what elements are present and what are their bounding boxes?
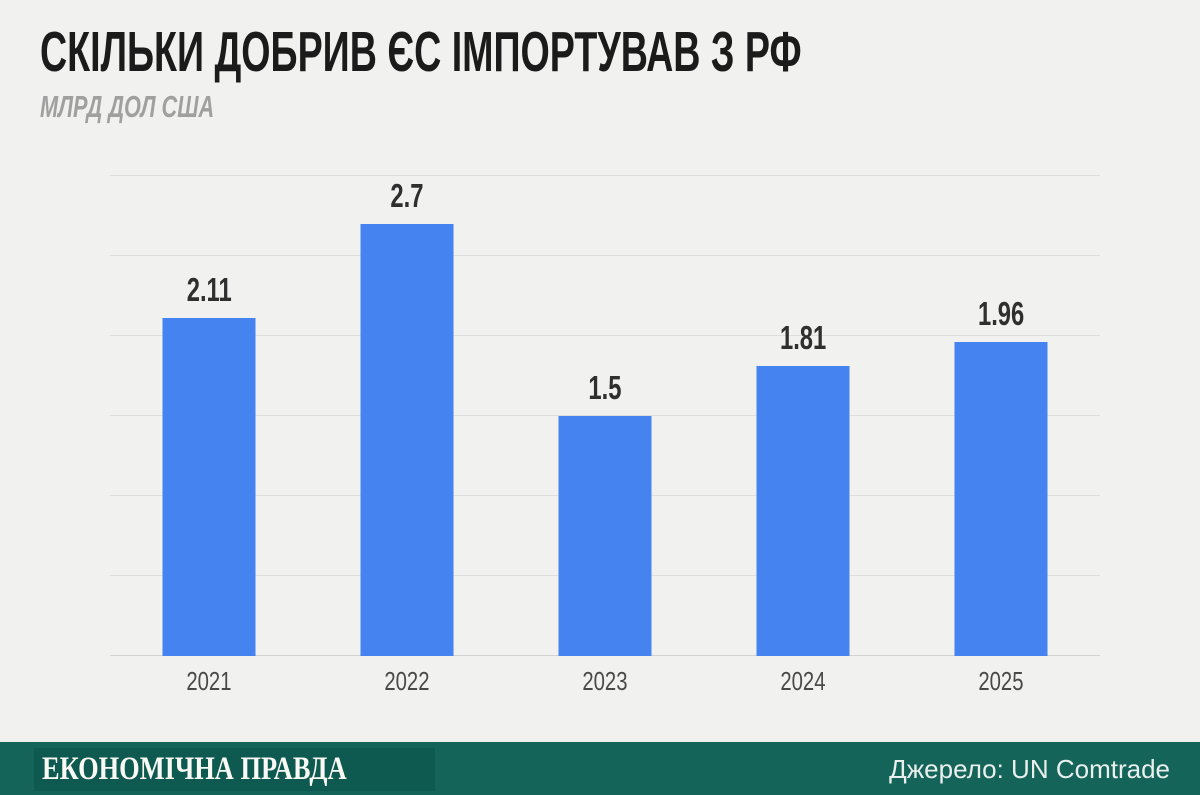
bar-value-text: 2.7	[390, 177, 424, 214]
x-axis-label-text: 2023	[582, 666, 628, 696]
bar-value-label: 1.96	[902, 297, 1100, 330]
footer-bar: ЕКОНОМІЧНА ПРАВДА Джерело: UN Comtrade	[0, 742, 1200, 795]
gridline	[110, 175, 1100, 176]
bar-value-label: 1.5	[506, 371, 704, 404]
page-title: СКІЛЬКИ ДОБРИВ ЄС ІМПОРТУВАВ З РФ	[40, 24, 1194, 81]
bar-value-label: 1.81	[704, 321, 902, 354]
bar-group: 1.96	[902, 176, 1100, 656]
chart-subtitle-text: МЛРД ДОЛ США	[40, 89, 215, 124]
bar-group: 1.81	[704, 176, 902, 656]
x-axis-label-text: 2024	[780, 666, 826, 696]
bar-group: 2.7	[308, 176, 506, 656]
x-axis-labels: 2021 2022 2023 2024 2025	[110, 668, 1100, 694]
x-axis-label: 2021	[110, 668, 308, 694]
bar-value-label: 2.7	[308, 179, 506, 212]
x-axis-label-text: 2021	[186, 666, 232, 696]
x-axis-label-text: 2025	[978, 666, 1024, 696]
bar-2022	[360, 224, 454, 656]
bar-value-text: 2.11	[186, 271, 232, 309]
gridline	[110, 335, 1100, 336]
source-attribution: Джерело: UN Comtrade	[889, 753, 1170, 784]
plot-area: 2.11 2.7 1.5 1.81 1.96	[110, 175, 1100, 656]
bar-value-label: 2.11	[110, 273, 308, 306]
chart-subtitle: МЛРД ДОЛ США	[40, 91, 1194, 122]
gridline	[110, 255, 1100, 256]
gridline	[110, 415, 1100, 416]
publisher-logo-text: ЕКОНОМІЧНА ПРАВДА	[42, 751, 347, 787]
bar-group: 1.5	[506, 176, 704, 656]
bar-2025	[954, 342, 1048, 656]
bar-value-text: 1.96	[977, 295, 1025, 333]
bar-value-text: 1.5	[588, 369, 622, 406]
x-axis-label: 2024	[704, 668, 902, 694]
x-axis-label: 2022	[308, 668, 506, 694]
bar-2023	[558, 416, 652, 656]
publisher-logo: ЕКОНОМІЧНА ПРАВДА	[34, 748, 435, 791]
bar-group: 2.11	[110, 176, 308, 656]
bar-columns: 2.11 2.7 1.5 1.81 1.96	[110, 176, 1100, 656]
x-axis-label: 2025	[902, 668, 1100, 694]
page-title-text: СКІЛЬКИ ДОБРИВ ЄС ІМПОРТУВАВ З РФ	[40, 20, 802, 84]
x-axis-label: 2023	[506, 668, 704, 694]
chart-header: СКІЛЬКИ ДОБРИВ ЄС ІМПОРТУВАВ З РФ МЛРД Д…	[40, 24, 1194, 123]
x-axis-label-text: 2022	[384, 666, 430, 696]
bar-2021	[162, 318, 256, 656]
bar-2024	[756, 366, 850, 656]
bar-value-text: 1.81	[779, 319, 827, 357]
